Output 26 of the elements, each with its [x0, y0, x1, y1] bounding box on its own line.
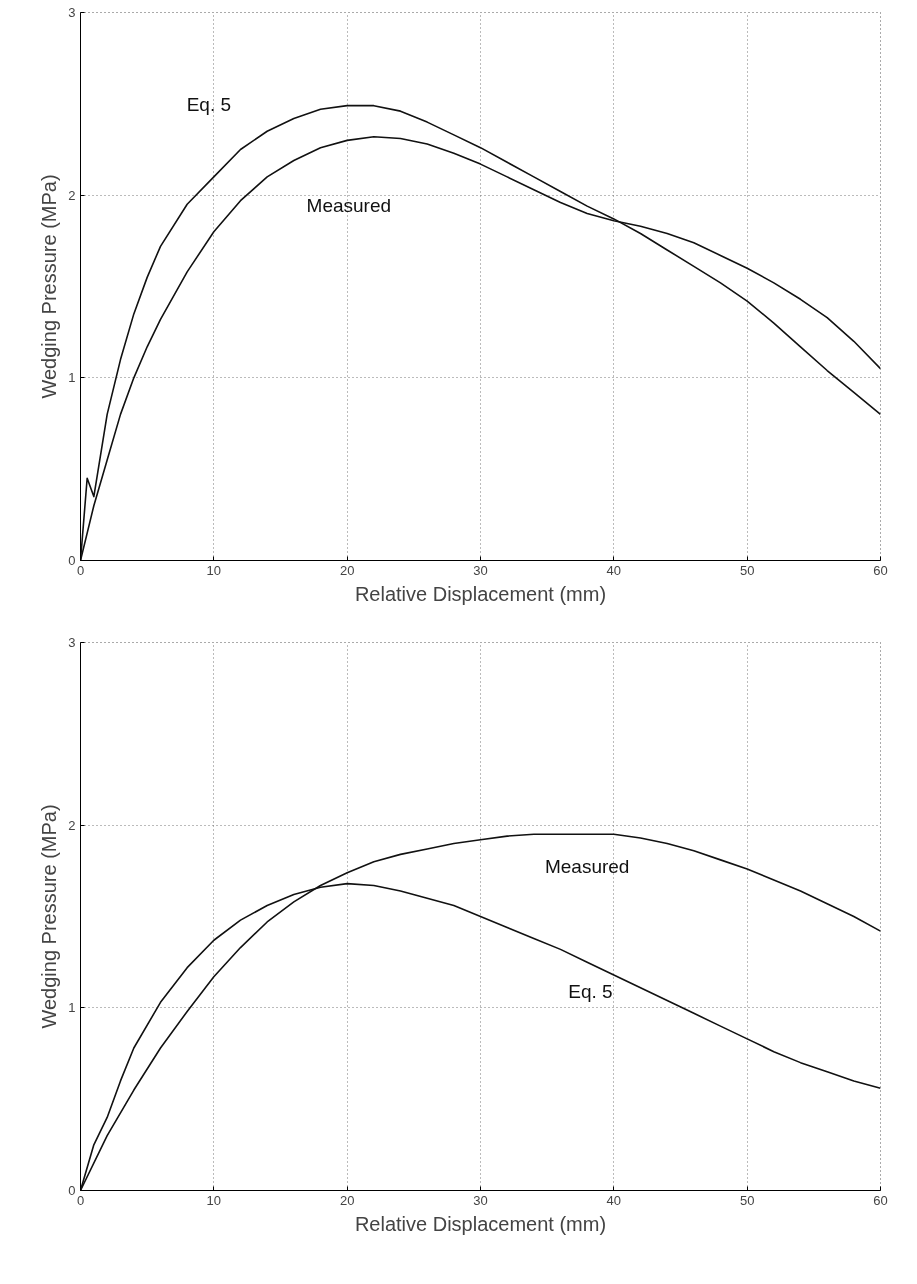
- y-tick-label: 1: [68, 1000, 76, 1016]
- y-tick-label: 1: [68, 370, 76, 386]
- x-tick-label: 30: [473, 1192, 488, 1208]
- x-tick-label: 60: [873, 562, 888, 578]
- y-tick-label: 2: [68, 817, 76, 833]
- x-tick-label: 20: [339, 562, 355, 578]
- y-axis-title: Wedging Pressure (MPa): [38, 804, 61, 1029]
- y-tick-label: 3: [68, 5, 76, 20]
- series-label: Eq. 5: [568, 980, 613, 1002]
- x-tick-label: 40: [606, 1192, 622, 1208]
- series-label: Eq. 5: [186, 94, 232, 116]
- x-axis-title: Relative Displacement (mm): [354, 1212, 607, 1235]
- y-tick-label: 3: [68, 635, 76, 650]
- x-tick-label: 30: [473, 562, 488, 578]
- x-tick-label: 10: [206, 1192, 222, 1208]
- x-tick-label: 20: [339, 1192, 355, 1208]
- y-tick-label: 2: [68, 187, 76, 203]
- x-tick-label: 50: [739, 562, 755, 578]
- x-tick-label: 40: [606, 562, 622, 578]
- x-axis-title: Relative Displacement (mm): [354, 582, 607, 605]
- y-axis-title: Wedging Pressure (MPa): [38, 174, 61, 399]
- series-label: Measured: [544, 855, 630, 877]
- x-tick-label: 60: [873, 1192, 888, 1208]
- x-tick-label: 10: [206, 562, 222, 578]
- x-tick-label: 50: [739, 1192, 755, 1208]
- series-label: Measured: [306, 194, 392, 216]
